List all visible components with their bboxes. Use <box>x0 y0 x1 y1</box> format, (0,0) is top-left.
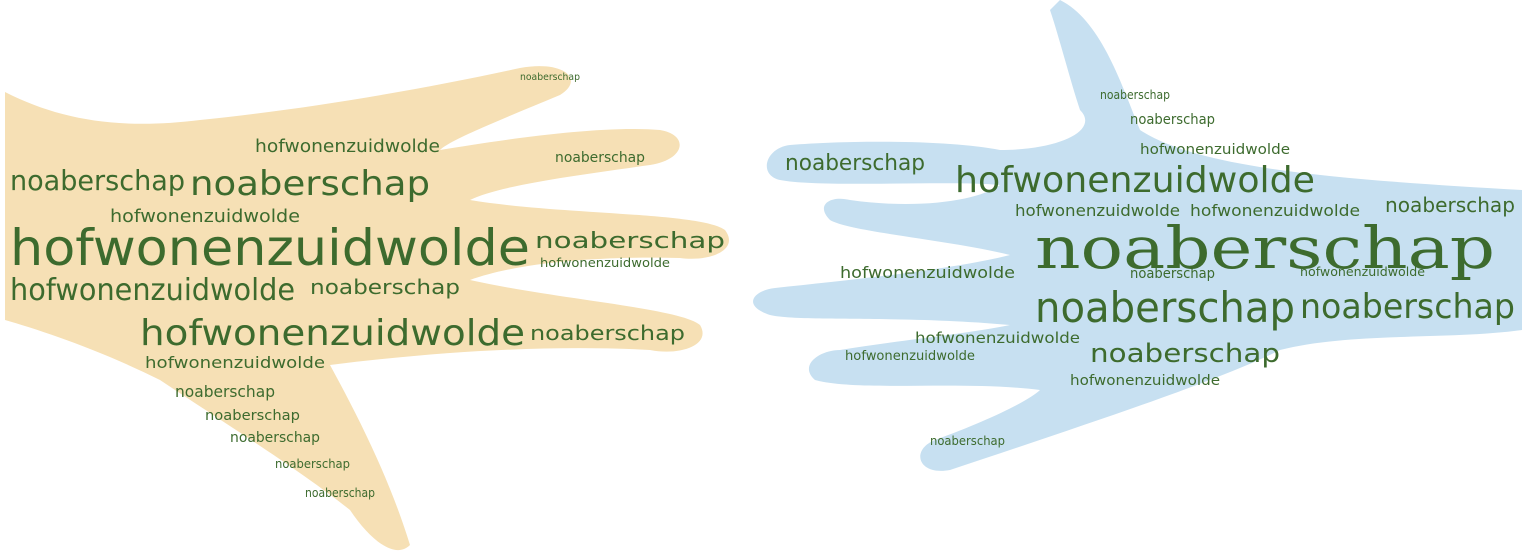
left-hand-shape <box>5 66 729 551</box>
cloud-word: hofwonenzuidwolde <box>840 263 1015 282</box>
cloud-word: hofwonenzuidwolde <box>10 219 530 277</box>
cloud-word: noaberschap <box>1035 214 1495 282</box>
cloud-word: hofwonenzuidwolde <box>1140 142 1290 158</box>
cloud-word: hofwonenzuidwolde <box>1190 201 1360 220</box>
cloud-word: noaberschap <box>930 434 1005 448</box>
cloud-word: noaberschap <box>1130 112 1215 128</box>
cloud-word: noaberschap <box>555 150 645 166</box>
cloud-word: hofwonenzuidwolde <box>1015 201 1180 220</box>
right-hand-shape <box>753 0 1522 471</box>
cloud-word: hofwonenzuidwolde <box>145 353 325 372</box>
cloud-word: hofwonenzuidwolde <box>255 136 440 157</box>
cloud-word: noaberschap <box>275 457 350 471</box>
cloud-word: noaberschap <box>1300 287 1515 327</box>
cloud-word: noaberschap <box>305 486 375 500</box>
cloud-word: noaberschap <box>10 164 185 197</box>
word-layer: hofwonenzuidwoldenoaberschapnoaberschaph… <box>10 72 1515 500</box>
cloud-word: noaberschap <box>230 430 320 446</box>
cloud-word: hofwonenzuidwolde <box>915 329 1080 347</box>
cloud-word: noaberschap <box>1385 193 1515 217</box>
cloud-word: noaberschap <box>785 151 925 176</box>
cloud-word: hofwonenzuidwolde <box>10 273 295 308</box>
cloud-word: hofwonenzuidwolde <box>110 206 300 227</box>
cloud-word: noaberschap <box>1100 88 1170 102</box>
cloud-word: noaberschap <box>530 321 685 345</box>
cloud-word: hofwonenzuidwolde <box>1300 265 1425 279</box>
cloud-word: hofwonenzuidwolde <box>140 313 525 354</box>
cloud-word: hofwonenzuidwolde <box>955 160 1315 201</box>
cloud-word: hofwonenzuidwolde <box>845 349 975 364</box>
cloud-word: noaberschap <box>190 164 430 204</box>
cloud-word: noaberschap <box>1090 339 1280 369</box>
cloud-word: noaberschap <box>310 275 460 299</box>
cloud-word: hofwonenzuidwolde <box>1070 373 1220 389</box>
cloud-word: hofwonenzuidwolde <box>540 256 670 270</box>
cloud-word: noaberschap <box>175 382 275 401</box>
cloud-word: noaberschap <box>205 408 300 424</box>
cloud-word: noaberschap <box>535 229 725 254</box>
cloud-word: noaberschap <box>1035 283 1295 332</box>
cloud-word: noaberschap <box>520 72 580 83</box>
cloud-word: noaberschap <box>1130 266 1215 282</box>
